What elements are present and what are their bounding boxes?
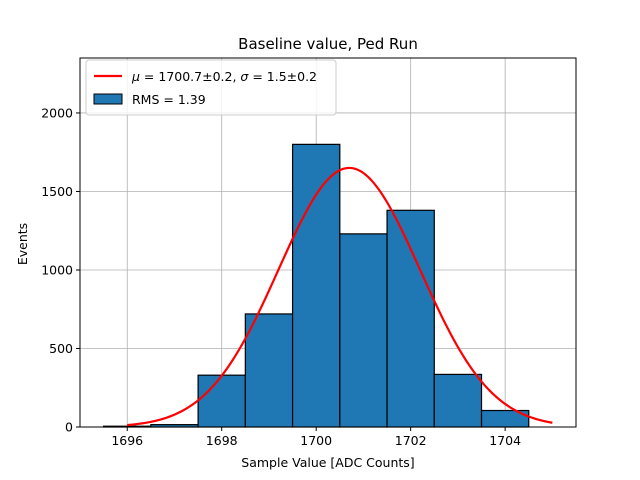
histogram-bar — [433, 373, 483, 428]
gaussian-fit-curve — [127, 166, 553, 427]
legend-histogram-swatch — [93, 93, 123, 105]
legend-mu-symbol: μ — [131, 69, 140, 84]
y-axis-ticks: 0 500 1000 1500 2000 — [41, 105, 80, 435]
legend-box — [85, 59, 337, 116]
x-axis-ticks: 1696 1698 1700 1702 1704 — [111, 427, 521, 448]
legend-sigma-value: = 1.5±0.2 — [248, 69, 317, 84]
y-axis-title: Events — [15, 223, 30, 265]
chart-title: Baseline value, Ped Run — [238, 35, 418, 53]
x-tick-label: 1702 — [395, 433, 427, 448]
legend-mu-value: = 1700.7±0.2, — [140, 69, 240, 84]
legend-sigma-symbol: σ — [240, 69, 249, 84]
histogram-bar — [291, 143, 341, 428]
histogram-bar — [386, 209, 435, 428]
legend-fit-label: μ = 1700.7±0.2, σ = 1.5±0.2 — [131, 69, 317, 84]
x-tick-label: 1700 — [300, 433, 332, 448]
axes-frame — [79, 57, 577, 428]
y-tick-label: 500 — [49, 341, 73, 356]
legend-histogram-label: RMS = 1.39 — [132, 92, 206, 107]
y-tick-label: 2000 — [41, 105, 73, 120]
histogram-bar — [197, 374, 246, 428]
x-tick-label: 1704 — [489, 433, 521, 448]
histogram-bar — [244, 313, 294, 428]
x-axis-title: Sample Value [ADC Counts] — [241, 455, 414, 470]
y-tick-label: 0 — [65, 420, 73, 435]
y-tick-label: 1000 — [41, 262, 73, 277]
legend: μ = 1700.7±0.2, σ = 1.5±0.2 RMS = 1.39 — [85, 59, 337, 116]
x-tick-label: 1698 — [206, 433, 238, 448]
x-tick-label: 1696 — [111, 433, 143, 448]
y-tick-label: 1500 — [41, 184, 73, 199]
histogram-bar — [339, 233, 388, 428]
